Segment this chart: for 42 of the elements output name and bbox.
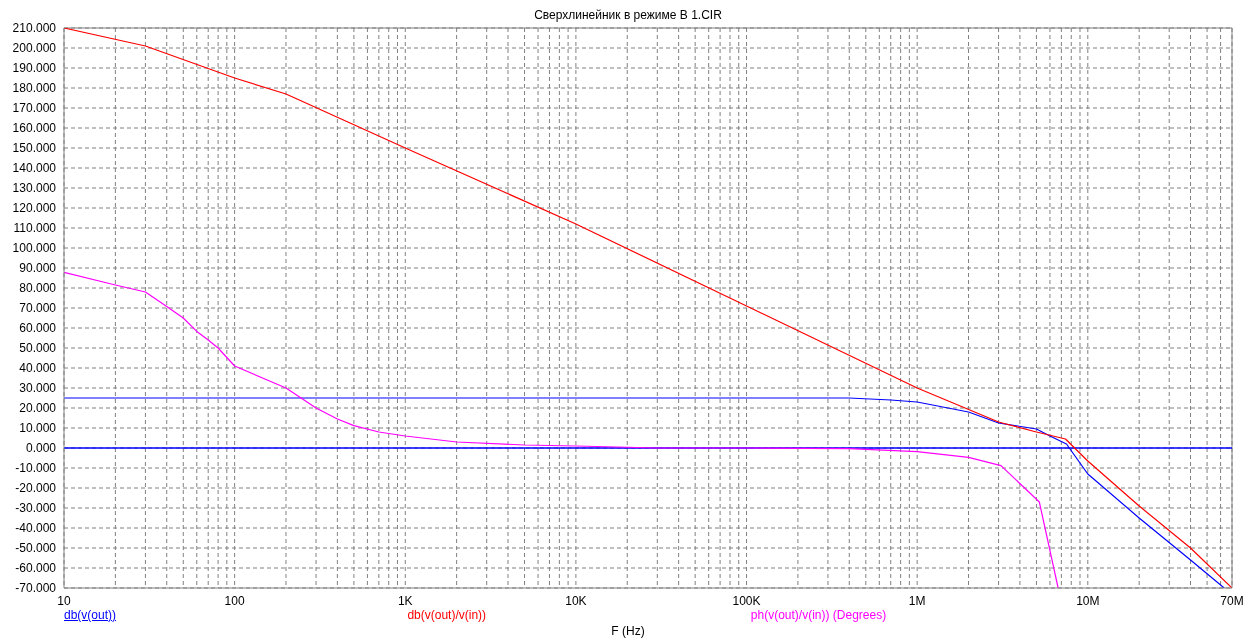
y-tick-label: 210.000 [12,21,57,36]
y-tick-label: -40.000 [15,521,57,536]
y-tick-label: 0.000 [25,441,57,456]
y-tick-label: -30.000 [15,501,57,516]
y-tick-label: 150.000 [12,141,57,156]
text: db(v(out)/v(in)) [407,608,487,622]
y-tick-label: 120.000 [12,201,57,216]
x-tick-label: 100K [732,593,761,608]
x-tick-label: 70M [1220,593,1244,608]
y-tick-label: 10.000 [19,421,57,436]
y-tick-label: 200.000 [12,41,57,56]
y-tick-label: -70.000 [15,581,57,596]
x-tick-label: 1K [397,593,413,608]
y-tick-label: 180.000 [12,81,57,96]
y-tick-label: 110.000 [13,221,57,236]
x-tick-label: 10M [1076,593,1100,608]
y-tick-label: -20.000 [15,481,57,496]
y-tick-label: 160.000 [12,121,57,136]
y-tick-label: -50.000 [15,541,57,556]
y-tick-label: 20.000 [19,401,57,416]
x-axis-title: F (Hz) [610,624,646,638]
chart-title: Сверхлинейник в режиме B 1.CIR [533,8,723,22]
y-tick-label: 100.000 [12,241,57,256]
y-tick-label: 130.000 [12,181,57,196]
y-tick-label: -60.000 [15,561,57,576]
y-tick-label: -10.000 [15,461,57,476]
y-tick-label: 80.000 [19,281,57,296]
y-tick-label: 30.000 [19,381,57,396]
y-tick-label: 50.000 [19,341,57,356]
y-tick-label: 140.000 [12,161,57,176]
x-tick-label: 100 [224,593,245,608]
x-tick-label: 1M [908,593,926,608]
text: ph(v(out)/v(in)) (Degrees) [750,608,887,622]
y-tick-label: 60.000 [19,321,57,336]
y-tick-label: 70.000 [19,301,57,316]
text: db(v(out)) [64,608,117,622]
x-tick-label: 10K [565,593,587,608]
y-tick-label: 190.000 [12,61,57,76]
y-tick-label: 170.000 [12,101,57,116]
x-tick-label: 10 [57,593,71,608]
y-tick-label: 40.000 [19,361,57,376]
y-tick-label: 90.000 [19,261,57,276]
